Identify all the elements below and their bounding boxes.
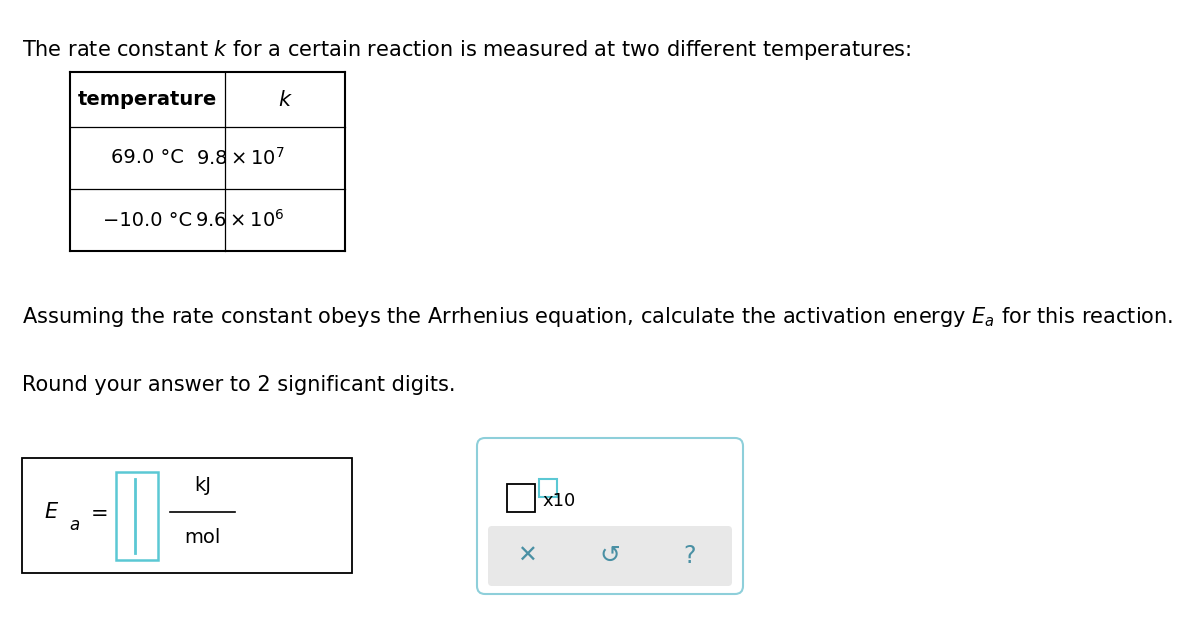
FancyBboxPatch shape	[539, 478, 557, 497]
Text: kJ: kJ	[194, 476, 211, 495]
Text: −10.0 °C: −10.0 °C	[103, 211, 192, 230]
Text: ?: ?	[684, 544, 696, 568]
Text: ↺: ↺	[600, 544, 620, 568]
Text: The rate constant $k$ for a certain reaction is measured at two different temper: The rate constant $k$ for a certain reac…	[22, 38, 912, 62]
FancyBboxPatch shape	[506, 484, 535, 512]
Text: $E$: $E$	[44, 502, 59, 521]
Text: $9.8 \times 10^7$: $9.8 \times 10^7$	[196, 147, 286, 169]
FancyBboxPatch shape	[22, 458, 352, 573]
FancyBboxPatch shape	[116, 472, 158, 560]
FancyBboxPatch shape	[488, 526, 732, 586]
Text: $9.6 \times 10^6$: $9.6 \times 10^6$	[196, 209, 286, 231]
Text: $=$: $=$	[86, 502, 108, 521]
Text: $k$: $k$	[277, 90, 293, 110]
Text: 69.0 °C: 69.0 °C	[112, 148, 184, 167]
Text: x10: x10	[542, 492, 575, 510]
Text: ✕: ✕	[517, 544, 536, 568]
Text: temperature: temperature	[78, 90, 217, 109]
Text: mol: mol	[185, 528, 221, 547]
Text: Assuming the rate constant obeys the Arrhenius equation, calculate the activatio: Assuming the rate constant obeys the Arr…	[22, 305, 1174, 329]
FancyBboxPatch shape	[476, 438, 743, 594]
Text: $a$: $a$	[70, 516, 80, 533]
Text: Round your answer to 2 significant digits.: Round your answer to 2 significant digit…	[22, 375, 456, 395]
